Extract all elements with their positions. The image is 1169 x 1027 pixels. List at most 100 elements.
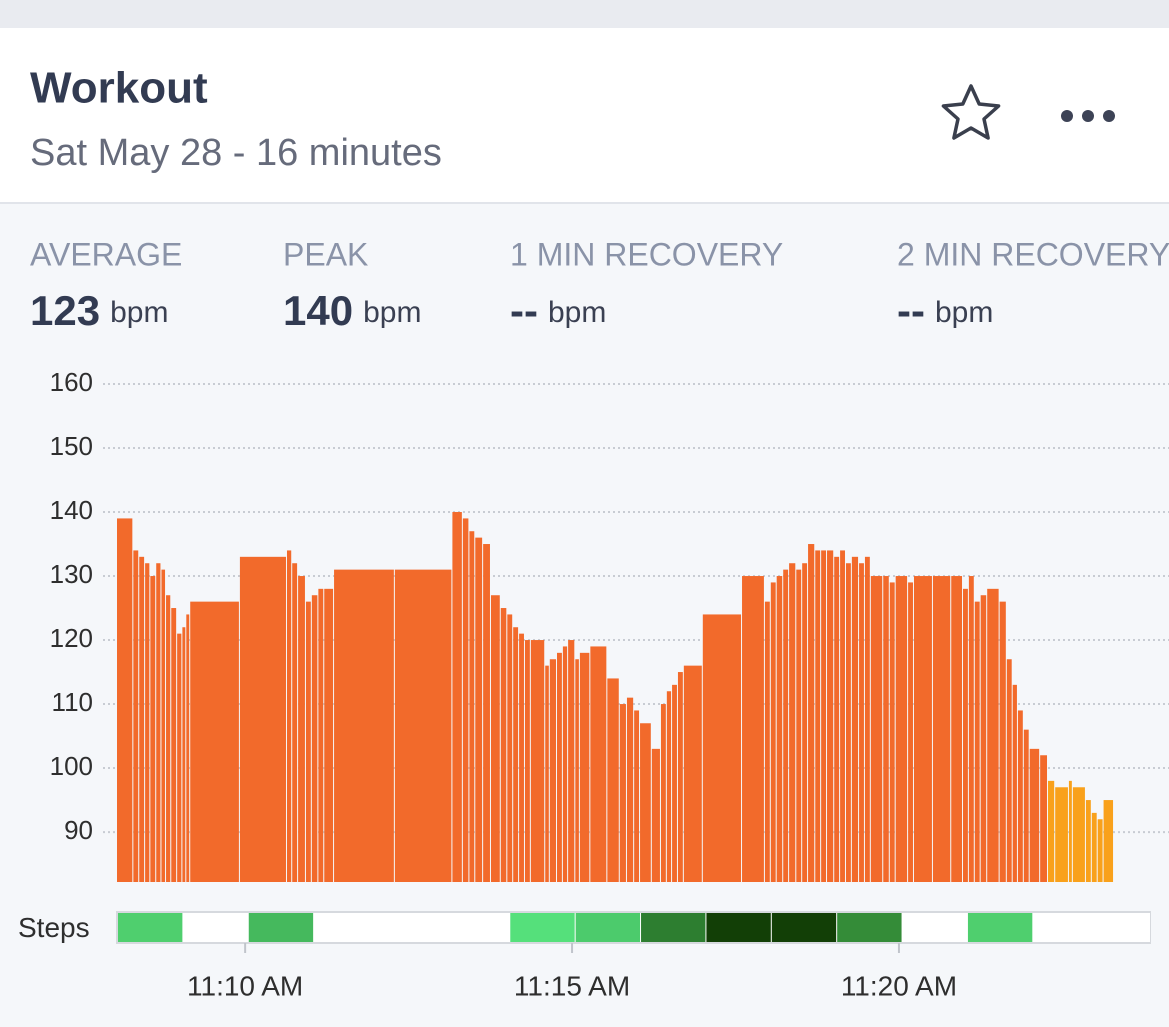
- chart: 90 100 110 120 130 140 150 160 Steps 11:10 AM 11:1…: [18, 367, 1169, 1001]
- bar: [889, 582, 895, 882]
- bar: [1055, 787, 1068, 882]
- bar: [545, 665, 549, 882]
- bar: [186, 614, 190, 882]
- bar: [815, 550, 821, 882]
- stat-number: --: [510, 287, 538, 334]
- steps-segment: [902, 913, 967, 942]
- bar: [334, 569, 394, 882]
- bar: [640, 723, 651, 882]
- bar: [845, 563, 851, 882]
- bar: [182, 627, 186, 882]
- bar: [883, 576, 889, 882]
- steps-segment: [379, 913, 444, 942]
- bar: [821, 550, 827, 882]
- bar: [519, 633, 524, 882]
- bar: [660, 704, 666, 882]
- bar: [166, 595, 171, 882]
- y-tick-label: 100: [50, 751, 93, 781]
- y-tick-label: 130: [50, 559, 93, 589]
- x-tick-label: 11:20 AM: [841, 970, 957, 1001]
- stat-unit: bpm: [110, 296, 168, 329]
- bar: [145, 563, 150, 882]
- bar: [590, 646, 607, 882]
- steps-segment: [706, 913, 771, 942]
- bar: [469, 531, 475, 882]
- stat-unit: bpm: [548, 296, 606, 329]
- bar: [908, 582, 913, 882]
- bar: [827, 550, 834, 882]
- stat-number: --: [897, 287, 925, 334]
- title: Workout: [30, 64, 208, 113]
- bar: [575, 659, 579, 882]
- bar: [562, 646, 568, 882]
- stat-unit: bpm: [935, 296, 993, 329]
- bar: [783, 569, 789, 882]
- bar: [1029, 748, 1040, 882]
- bar: [742, 576, 764, 882]
- bar: [530, 640, 545, 882]
- y-tick-label: 110: [52, 687, 93, 717]
- stat-value: 123 bpm: [30, 287, 168, 334]
- bar: [1040, 755, 1048, 882]
- y-tick-label: 150: [50, 431, 93, 461]
- bar: [190, 601, 239, 882]
- steps-segment: [248, 913, 314, 942]
- more-button[interactable]: [1061, 110, 1115, 122]
- bar: [1072, 787, 1085, 882]
- y-tick-label: 120: [50, 623, 93, 653]
- bar: [549, 659, 557, 882]
- bar: [490, 595, 500, 882]
- stat-unit: bpm: [363, 296, 421, 329]
- bar: [864, 556, 870, 882]
- bar: [1048, 780, 1055, 882]
- bar: [292, 563, 298, 882]
- steps-segment: [510, 913, 575, 942]
- bar: [802, 563, 808, 882]
- bar: [394, 569, 452, 882]
- bar: [462, 518, 469, 882]
- steps-segment: [118, 913, 183, 942]
- y-tick-label: 90: [64, 815, 93, 845]
- star-button[interactable]: [941, 84, 1001, 140]
- bar: [932, 576, 951, 882]
- x-tick-label: 11:15 AM: [514, 970, 630, 1001]
- steps-segment: [771, 913, 837, 942]
- stat-value: 140 bpm: [283, 287, 421, 334]
- steps-segment: [575, 913, 641, 942]
- bar: [789, 563, 796, 882]
- bar: [1097, 819, 1103, 882]
- subtitle: Sat May 28 - 16 minutes: [30, 132, 442, 174]
- bar: [980, 595, 987, 882]
- bar: [796, 569, 802, 882]
- steps-segment: [1033, 913, 1150, 942]
- bar: [834, 556, 840, 882]
- bar: [500, 608, 507, 882]
- bar: [626, 697, 634, 882]
- bar: [666, 691, 672, 882]
- bar: [999, 601, 1006, 882]
- bar: [968, 576, 974, 882]
- bar: [452, 512, 462, 882]
- bar: [987, 588, 999, 882]
- y-tick-label: 140: [50, 495, 93, 525]
- x-tick-label: 11:10 AM: [187, 970, 303, 1001]
- bar: [311, 595, 318, 882]
- bar: [239, 556, 286, 882]
- stat-value: -- bpm: [897, 287, 993, 334]
- top-strip: [0, 0, 1169, 28]
- bar: [177, 633, 182, 882]
- bar: [951, 576, 963, 882]
- bar: [1017, 710, 1023, 882]
- bar: [1103, 800, 1114, 882]
- stat-number: 123: [30, 287, 100, 334]
- bar: [557, 652, 562, 882]
- stat-label: 1 MIN RECOVERY: [510, 236, 783, 272]
- stat-label: PEAK: [283, 236, 368, 272]
- steps-segment: [641, 913, 706, 942]
- bar: [702, 614, 742, 882]
- bar: [1091, 812, 1097, 882]
- bar: [524, 640, 530, 882]
- dot: [1061, 110, 1073, 122]
